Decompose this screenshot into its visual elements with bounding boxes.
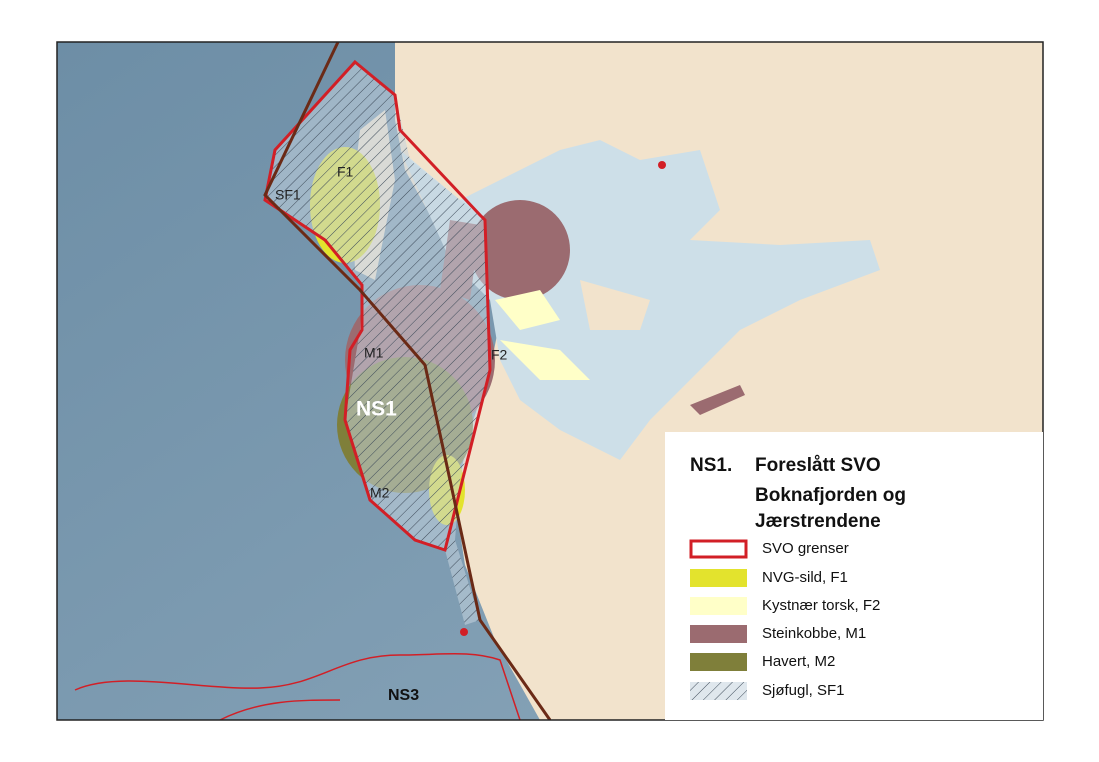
legend-label: Sjøfugl, SF1 xyxy=(762,682,845,699)
frame xyxy=(56,41,1044,721)
legend: NS1. Foreslått SVO Boknafjorden og Jærst… xyxy=(665,432,1043,720)
ns3-boundary xyxy=(74,653,521,720)
svo-boundary xyxy=(263,59,492,552)
legend-label: SVO grenser xyxy=(762,540,849,557)
legend-title: Foreslått SVO xyxy=(755,455,881,476)
legend-label: Steinkobbe, M1 xyxy=(762,625,866,642)
legend-swatch xyxy=(690,682,747,700)
map-label: NS3 xyxy=(388,687,419,704)
legend-title: Jærstrendene xyxy=(755,511,881,532)
legend-code: NS1. xyxy=(690,455,732,476)
legend-swatch xyxy=(690,625,747,643)
legend-label: Kystnær torsk, F2 xyxy=(762,597,880,614)
line xyxy=(263,42,552,720)
island xyxy=(520,90,610,160)
f2-area xyxy=(495,290,590,380)
island xyxy=(580,280,650,330)
m1-area xyxy=(690,385,745,415)
sf1-area xyxy=(265,62,490,625)
map-label: F1 xyxy=(337,164,354,180)
legend-swatch xyxy=(690,569,747,587)
map-label: M1 xyxy=(364,345,384,361)
legend-swatch xyxy=(689,539,748,559)
m1-area xyxy=(470,200,570,300)
legend-swatch xyxy=(690,653,747,671)
legend-label: NVG-sild, F1 xyxy=(762,569,848,586)
legend-swatch xyxy=(690,597,747,615)
legend-title: Boknafjorden og xyxy=(755,485,906,506)
map-label: SF1 xyxy=(275,187,301,203)
map-label: M2 xyxy=(370,485,390,501)
map-label: NS1 xyxy=(356,398,397,421)
point xyxy=(460,628,468,636)
map-label: F2 xyxy=(491,347,508,363)
legend-label: Havert, M2 xyxy=(762,653,835,670)
point xyxy=(658,161,666,169)
